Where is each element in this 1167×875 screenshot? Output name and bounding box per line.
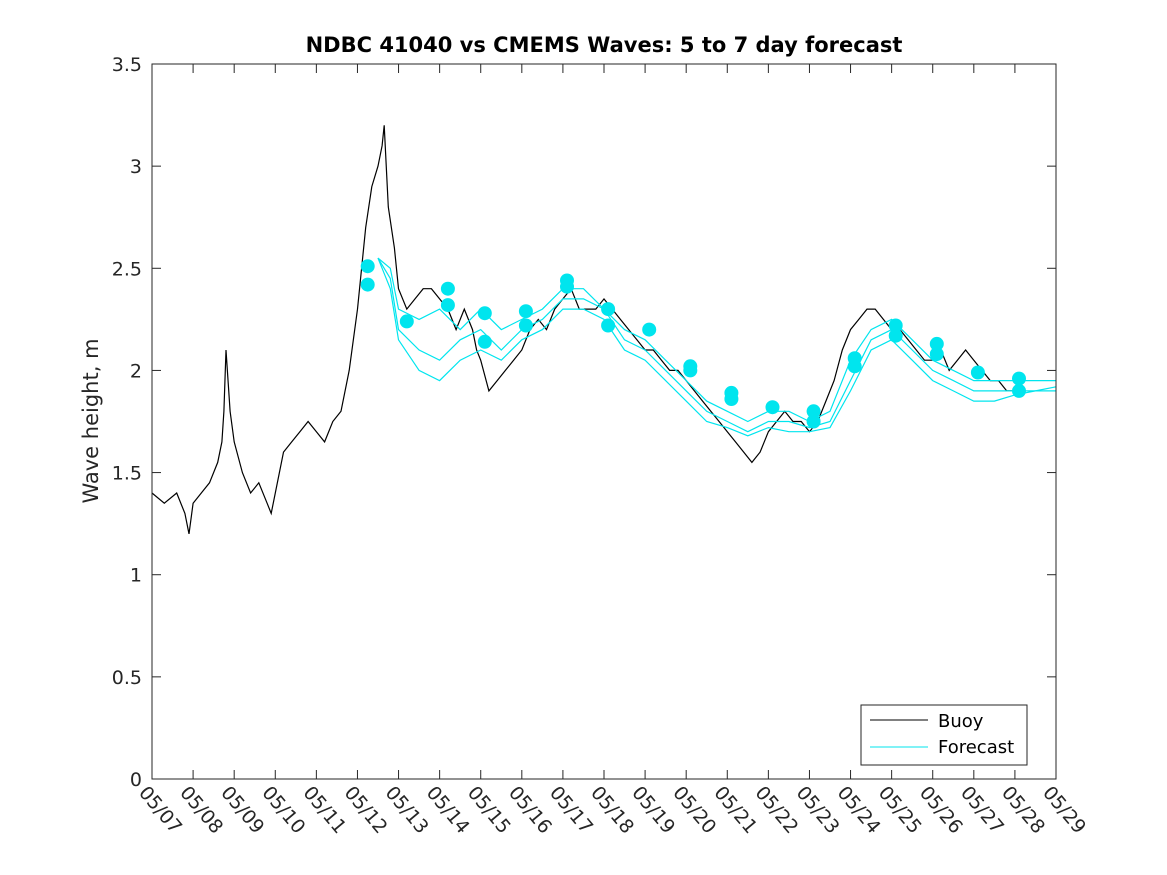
forecast-marker [360, 277, 375, 292]
forecast-marker [440, 298, 455, 313]
forecast-marker [440, 281, 455, 296]
forecast-marker [518, 304, 533, 319]
legend: Buoy Forecast [860, 704, 1028, 766]
forecast-marker [477, 334, 492, 349]
legend-forecast-label: Forecast [938, 737, 1014, 758]
forecast-marker [929, 336, 944, 351]
y-tick-label: 0.5 [112, 667, 142, 689]
forecast-marker [560, 279, 574, 294]
y-tick-label: 1 [130, 565, 142, 587]
forecast-marker [847, 359, 862, 374]
forecast-marker [683, 363, 698, 378]
y-tick-label: 1.5 [112, 463, 142, 485]
forecast-marker [518, 318, 533, 333]
forecast-marker [399, 314, 414, 329]
forecast-marker [1012, 371, 1026, 386]
forecast-marker [970, 365, 985, 380]
forecast-marker [601, 302, 616, 317]
y-tick-label: 3.5 [112, 54, 142, 76]
forecast-marker [642, 322, 657, 337]
forecast-series-line-2 [377, 257, 1056, 433]
y-tick-label: 2.5 [112, 258, 142, 280]
forecast-marker [929, 347, 944, 362]
buoy-series-line [151, 125, 1024, 535]
y-tick-label: 3 [130, 156, 142, 178]
forecast-series-line-1 [377, 257, 1056, 423]
y-axis-label: Wave height, m [79, 338, 103, 503]
axes-background [152, 64, 1056, 779]
forecast-marker [1012, 383, 1026, 398]
forecast-marker [888, 328, 903, 343]
forecast-marker [765, 400, 780, 415]
y-tick-label: 0 [130, 769, 142, 791]
forecast-marker [601, 318, 616, 333]
forecast-series-line-3 [377, 257, 1057, 437]
chart-title: NDBC 41040 vs CMEMS Waves: 5 to 7 day fo… [306, 33, 903, 57]
forecast-marker [888, 318, 903, 333]
forecast-marker [477, 306, 492, 321]
y-tick-label: 2 [130, 360, 142, 382]
legend-box [860, 704, 1028, 766]
forecast-marker [806, 404, 821, 419]
legend-buoy-label: Buoy [938, 711, 984, 732]
forecast-marker [360, 259, 375, 274]
forecast-marker [724, 392, 739, 406]
forecast-marker [806, 414, 821, 429]
